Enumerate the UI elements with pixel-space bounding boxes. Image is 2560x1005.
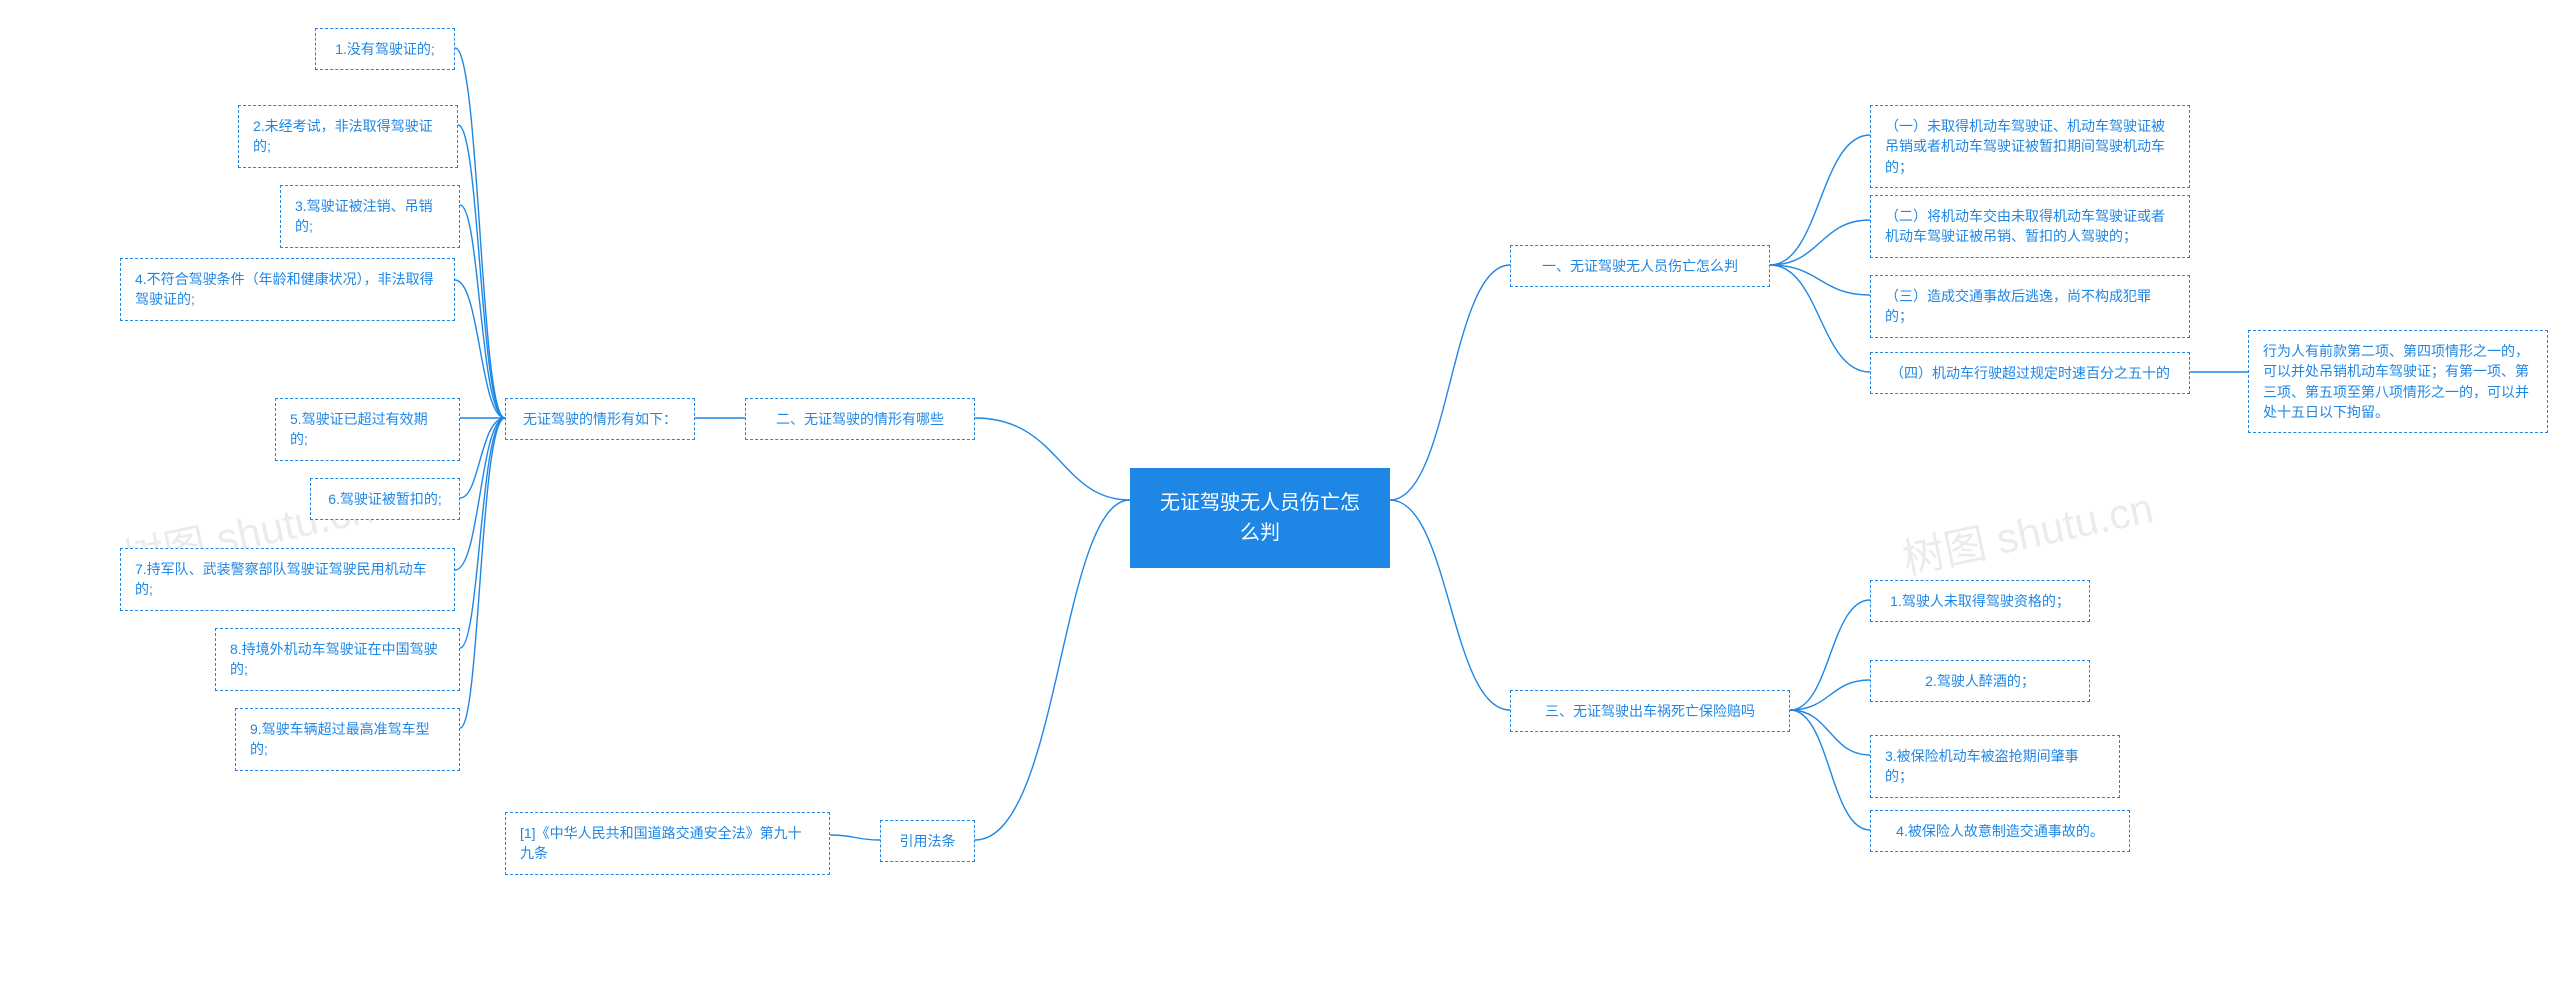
branch-2-item-4: 4.不符合驾驶条件（年龄和健康状况），非法取得驾驶证的; xyxy=(120,258,455,321)
branch-2-item-2: 2.未经考试，非法取得驾驶证的; xyxy=(238,105,458,168)
branch-2-item-6: 6.驾驶证被暂扣的; xyxy=(310,478,460,520)
center-node: 无证驾驶无人员伤亡怎么判 xyxy=(1130,468,1390,568)
branch-1-item-2: （二）将机动车交由未取得机动车驾驶证或者机动车驾驶证被吊销、暂扣的人驾驶的； xyxy=(1870,195,2190,258)
branch-3-item-4: 4.被保险人故意制造交通事故的。 xyxy=(1870,810,2130,852)
branch-2-item-1: 1.没有驾驶证的; xyxy=(315,28,455,70)
reference: 引用法条 xyxy=(880,820,975,862)
branch-3: 三、无证驾驶出车祸死亡保险赔吗 xyxy=(1510,690,1790,732)
watermark: 树图 shutu.cn xyxy=(1896,474,2158,587)
branch-2-item-5: 5.驾驶证已超过有效期的; xyxy=(275,398,460,461)
branch-1-item-4-detail: 行为人有前款第二项、第四项情形之一的，可以并处吊销机动车驾驶证；有第一项、第三项… xyxy=(2248,330,2548,433)
branch-1: 一、无证驾驶无人员伤亡怎么判 xyxy=(1510,245,1770,287)
branch-2: 二、无证驾驶的情形有哪些 xyxy=(745,398,975,440)
branch-2-item-3: 3.驾驶证被注销、吊销的; xyxy=(280,185,460,248)
branch-2-sub: 无证驾驶的情形有如下： xyxy=(505,398,695,440)
branch-3-item-2: 2.驾驶人醉酒的； xyxy=(1870,660,2090,702)
branch-1-item-4: （四）机动车行驶超过规定时速百分之五十的 xyxy=(1870,352,2190,394)
branch-2-item-9: 9.驾驶车辆超过最高准驾车型的; xyxy=(235,708,460,771)
branch-1-item-3: （三）造成交通事故后逃逸，尚不构成犯罪的； xyxy=(1870,275,2190,338)
branch-1-item-1: （一）未取得机动车驾驶证、机动车驾驶证被吊销或者机动车驾驶证被暂扣期间驾驶机动车… xyxy=(1870,105,2190,188)
branch-3-item-3: 3.被保险机动车被盗抢期间肇事的； xyxy=(1870,735,2120,798)
reference-item: [1]《中华人民共和国道路交通安全法》第九十九条 xyxy=(505,812,830,875)
branch-2-item-7: 7.持军队、武装警察部队驾驶证驾驶民用机动车的; xyxy=(120,548,455,611)
branch-3-item-1: 1.驾驶人未取得驾驶资格的； xyxy=(1870,580,2090,622)
branch-2-item-8: 8.持境外机动车驾驶证在中国驾驶的; xyxy=(215,628,460,691)
